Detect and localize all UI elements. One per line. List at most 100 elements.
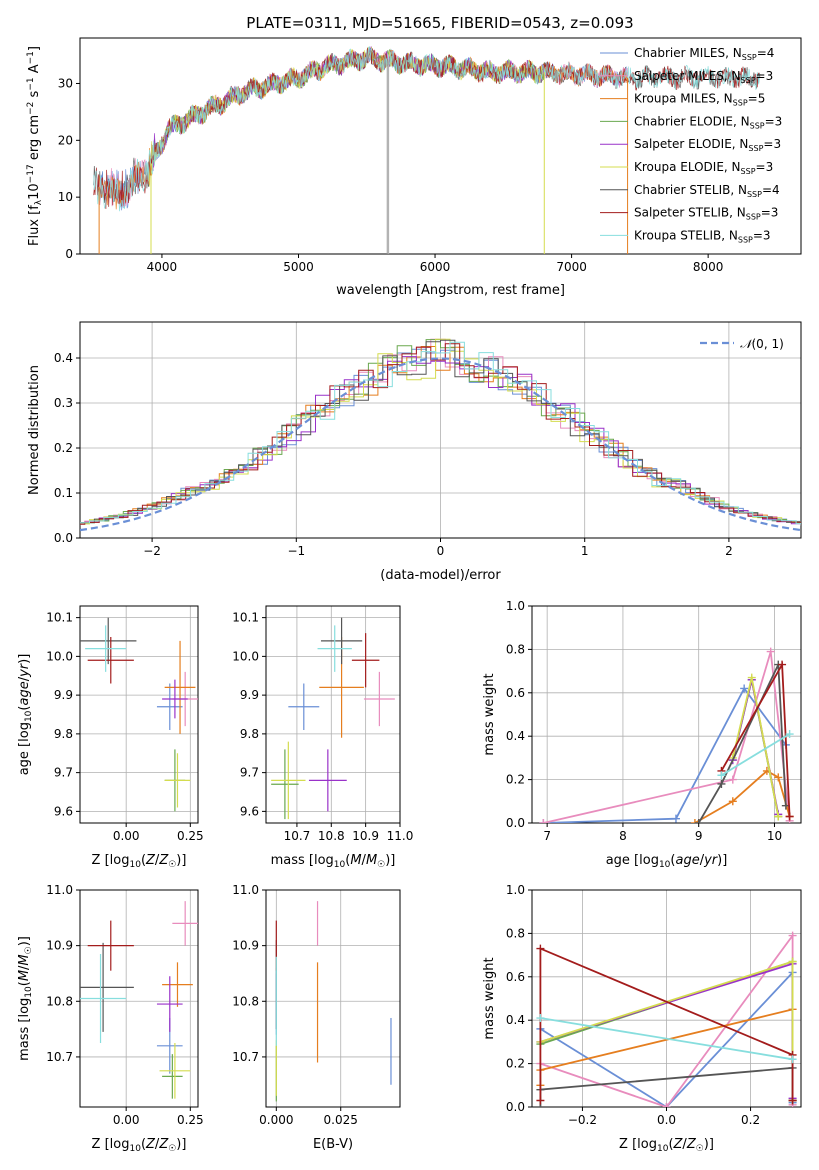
axes-frame bbox=[79, 321, 802, 539]
legend-label: Kroupa ELODIE, NSSP=3 bbox=[634, 160, 773, 176]
series-line bbox=[697, 664, 787, 823]
spectrum-kroupa-stelib bbox=[93, 46, 761, 212]
x-tick-label: 1 bbox=[581, 544, 589, 558]
y-tick-label: 0.2 bbox=[506, 773, 525, 787]
y-tick-label: 0.0 bbox=[506, 1100, 525, 1114]
legend-label: Chabrier STELIB, NSSP=4 bbox=[634, 183, 780, 199]
series-marker bbox=[740, 684, 749, 693]
x-tick-label: −2 bbox=[143, 544, 161, 558]
series-line bbox=[539, 947, 794, 1101]
y-tick-label: 0.2 bbox=[506, 1057, 525, 1071]
series-marker bbox=[694, 819, 703, 823]
hist-kroupa-elodie bbox=[80, 338, 801, 525]
series-marker bbox=[662, 1103, 671, 1107]
x-tick-label: 5000 bbox=[283, 260, 314, 274]
series-marker bbox=[766, 647, 775, 656]
series-marker bbox=[788, 957, 797, 966]
age_vs_mass-points bbox=[271, 617, 395, 820]
y-tick-label: 0.1 bbox=[54, 486, 73, 500]
legend-label: Salpeter MILES, NSSP=3 bbox=[634, 69, 773, 85]
x-tick-label: 8 bbox=[619, 829, 627, 843]
y-tick-label: 10.7 bbox=[232, 1050, 259, 1064]
x-tick-label: 0.2 bbox=[741, 1113, 760, 1127]
series-line bbox=[720, 733, 791, 777]
y-tick-label: 0.8 bbox=[506, 642, 525, 656]
x-tick-label: 0.25 bbox=[177, 1113, 204, 1127]
series-line bbox=[543, 686, 787, 823]
age_vs_mass-xlabel: mass [log10(M/M☉)] bbox=[271, 853, 396, 870]
y-tick-label: 10.7 bbox=[46, 1050, 73, 1064]
x-tick-label: 0.000 bbox=[259, 1113, 293, 1127]
series-marker bbox=[747, 673, 756, 682]
spectrum-legend: Chabrier MILES, NSSP=4 Salpeter MILES, NS… bbox=[600, 46, 782, 244]
hist-kroupa-miles bbox=[80, 346, 801, 524]
mass_vs_Z-ylabel: mass [log10(M/M☉)] bbox=[17, 936, 34, 1061]
y-tick-label: 0.2 bbox=[54, 441, 73, 455]
residuals-xlabel: (data-model)/error bbox=[380, 568, 501, 583]
hist-salpeter-stelib bbox=[80, 343, 801, 525]
legend-label: Chabrier MILES, NSSP=4 bbox=[634, 46, 774, 62]
mass_weight_vs_Z-ylabel: mass weight bbox=[482, 957, 497, 1039]
y-tick-label: 9.7 bbox=[54, 766, 73, 780]
x-tick-label: 10.8 bbox=[318, 829, 345, 843]
series-marker bbox=[788, 1055, 797, 1064]
y-tick-label: 11.0 bbox=[46, 883, 73, 897]
hist-kroupa-stelib bbox=[80, 341, 801, 525]
legend-label: Kroupa MILES, NSSP=5 bbox=[634, 92, 765, 108]
y-tick-label: 9.6 bbox=[54, 804, 73, 818]
age_vs_Z-points bbox=[80, 617, 198, 812]
x-tick-label: 0.00 bbox=[113, 1113, 140, 1127]
series-marker bbox=[774, 773, 783, 782]
x-tick-label: 0.00 bbox=[113, 829, 140, 843]
x-tick-label: 0 bbox=[437, 544, 445, 558]
y-tick-label: 30 bbox=[58, 76, 73, 90]
hist-salpeter-miles bbox=[80, 338, 801, 524]
y-tick-label: 10.9 bbox=[46, 939, 73, 953]
y-tick-label: 1.0 bbox=[506, 599, 525, 613]
axes-frame bbox=[265, 889, 401, 1108]
y-tick-label: 0.0 bbox=[54, 531, 73, 545]
spectrum-xlabel: wavelength [Angstrom, rest frame] bbox=[336, 283, 565, 298]
x-tick-label: 7 bbox=[543, 829, 551, 843]
residuals-ylabel: Normed distribution bbox=[27, 365, 42, 495]
y-tick-label: 10.1 bbox=[46, 611, 73, 625]
y-tick-label: 10.0 bbox=[232, 649, 259, 663]
axes-frame bbox=[531, 605, 802, 824]
x-tick-label: 11.0 bbox=[387, 829, 414, 843]
mass_vs_ebv-points bbox=[275, 901, 392, 1102]
series-marker bbox=[728, 797, 737, 806]
series-marker bbox=[774, 812, 783, 821]
x-tick-label: 10.9 bbox=[352, 829, 379, 843]
x-tick-label: 6000 bbox=[420, 260, 451, 274]
y-tick-label: 0.4 bbox=[54, 351, 73, 365]
mass_vs_Z-axes: 0.00 0.25 10.7 10.8 10.9 11.0 bbox=[46, 883, 203, 1127]
series-marker bbox=[717, 779, 726, 788]
legend-label: Kroupa STELIB, NSSP=3 bbox=[634, 228, 771, 244]
x-tick-label: 2 bbox=[725, 544, 733, 558]
y-tick-label: 11.0 bbox=[232, 883, 259, 897]
mass_vs_ebv-axes: 0.000 0.025 10.7 10.8 10.9 11.0 bbox=[232, 883, 401, 1127]
x-tick-label: 8000 bbox=[693, 260, 724, 274]
y-tick-label: 0.6 bbox=[506, 686, 525, 700]
spectrum-kroupa-elodie bbox=[147, 46, 545, 187]
series-marker bbox=[671, 814, 680, 823]
histograms bbox=[80, 338, 801, 532]
series-marker bbox=[788, 1096, 797, 1105]
x-tick-label: 7000 bbox=[556, 260, 587, 274]
x-tick-label: 0.025 bbox=[324, 1113, 358, 1127]
y-tick-label: 10.0 bbox=[46, 649, 73, 663]
axes-frame bbox=[79, 37, 802, 255]
y-tick-label: 9.8 bbox=[240, 727, 259, 741]
series-marker bbox=[728, 775, 737, 784]
series-marker bbox=[785, 812, 794, 821]
y-tick-label: 9.6 bbox=[240, 804, 259, 818]
mass_weight_vs_age-lines bbox=[539, 647, 794, 823]
age_vs_Z-axes: 0.00 0.25 9.6 9.7 9.8 9.9 10.0 10.1 bbox=[46, 605, 204, 843]
y-tick-label: 0.4 bbox=[506, 1013, 525, 1027]
y-tick-label: 0.3 bbox=[54, 396, 73, 410]
age_vs_Z-xlabel: Z [log10(Z/Z☉)] bbox=[92, 853, 187, 870]
mass_weight_vs_age-axes: 7 8 9 10 0.0 0.2 0.4 0.6 0.8 1.0 bbox=[506, 599, 802, 843]
age_vs_mass-axes: 10.7 10.8 10.9 11.0 9.6 9.7 9.8 9.9 10.0 10.1 bbox=[232, 605, 414, 843]
legend-normal: 𝒩(0, 1) bbox=[740, 337, 784, 351]
series-marker bbox=[717, 771, 726, 780]
